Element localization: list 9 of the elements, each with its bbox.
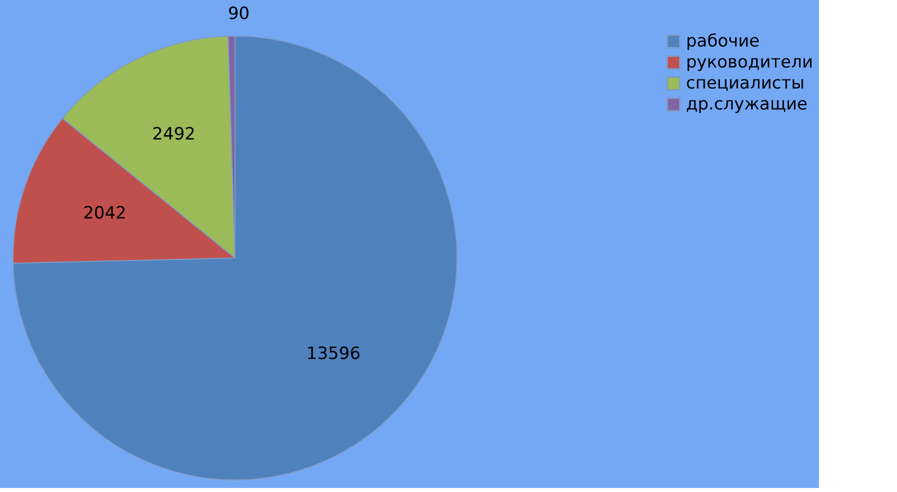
legend-label: руководители xyxy=(686,52,814,72)
data-label: 2492 xyxy=(152,124,196,145)
pie-slice xyxy=(12,36,458,480)
legend-label: др.служащие xyxy=(686,94,808,114)
legend-label: специалисты xyxy=(686,74,805,94)
legend-label: рабочие xyxy=(686,32,760,52)
data-label: 90 xyxy=(228,4,250,24)
data-label: 13596 xyxy=(306,344,361,364)
data-label: 2042 xyxy=(83,204,126,224)
